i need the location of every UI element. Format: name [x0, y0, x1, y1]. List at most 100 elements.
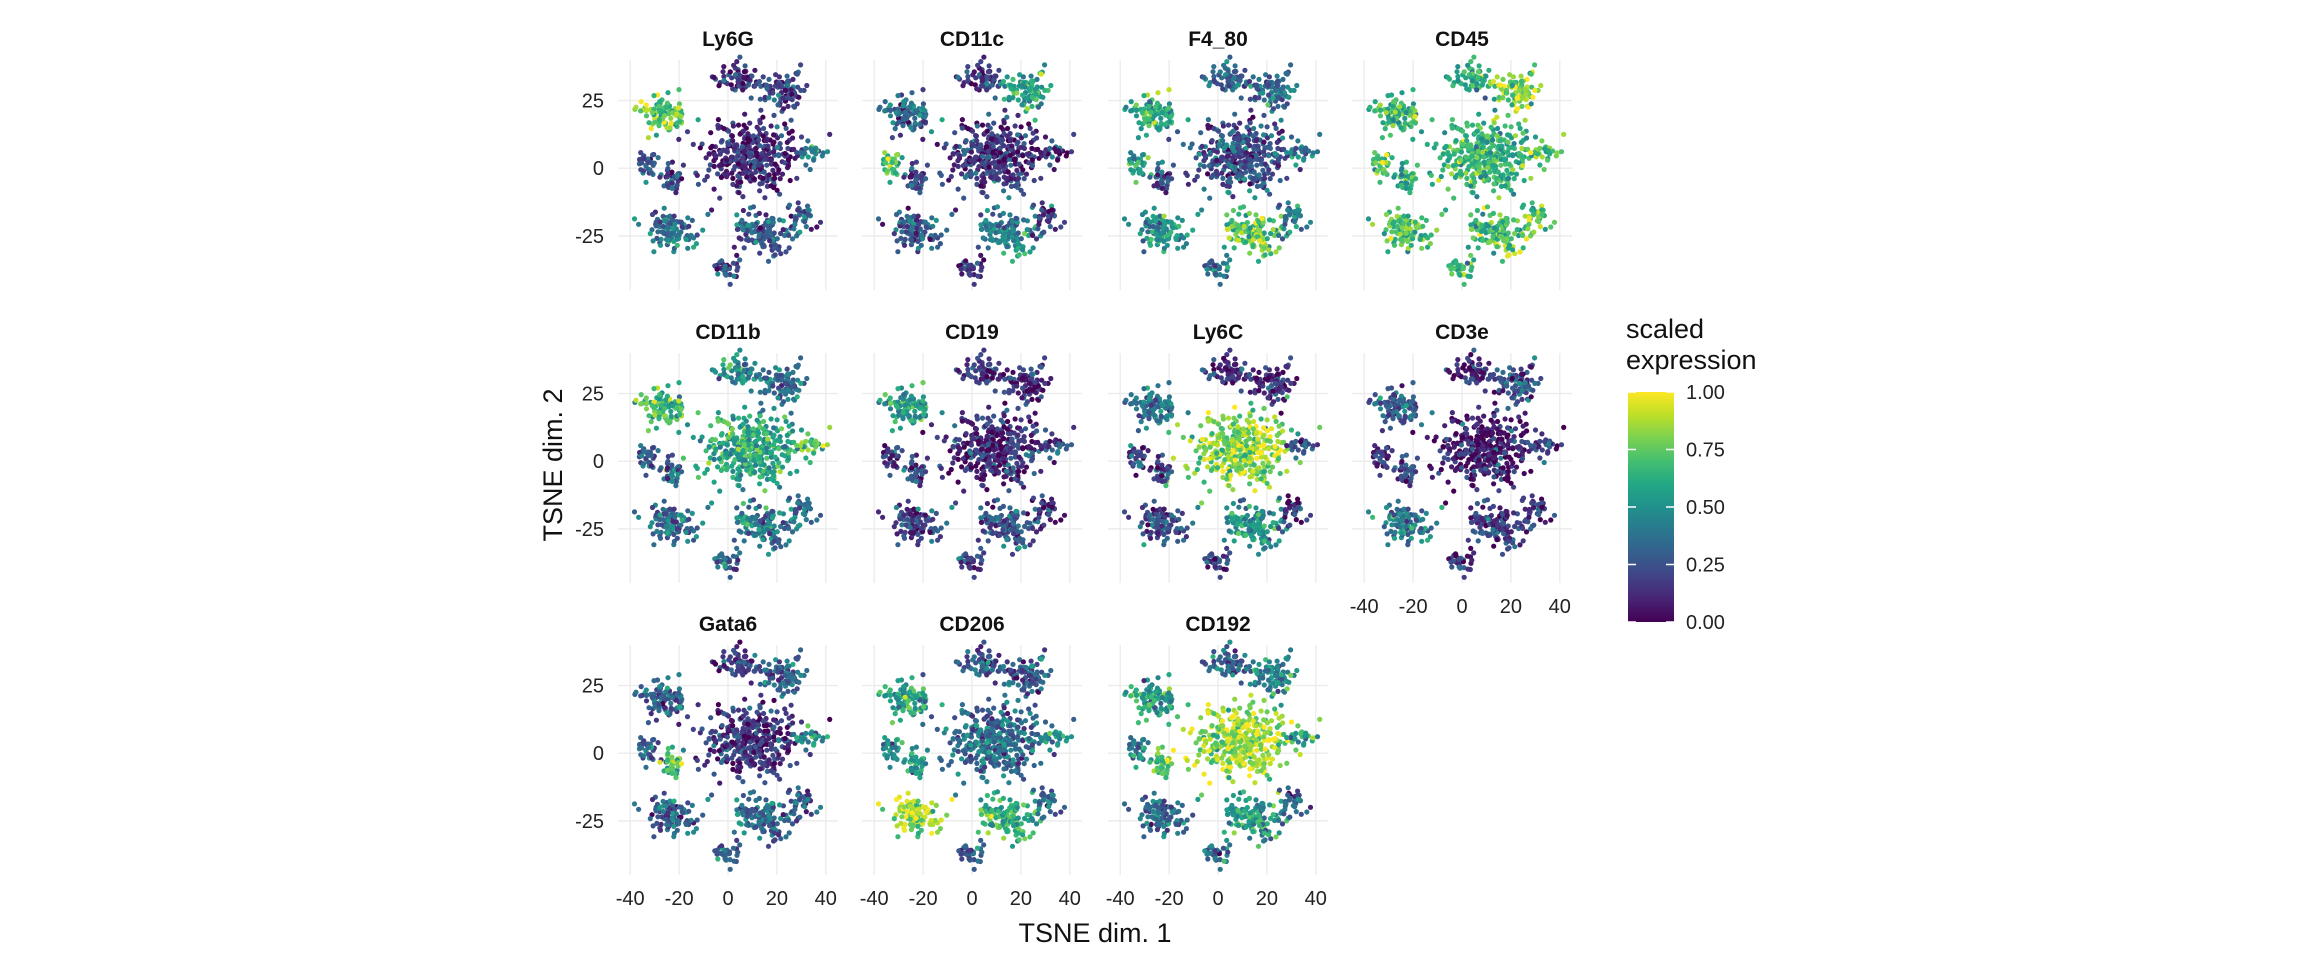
data-point — [955, 367, 961, 373]
data-point — [1375, 168, 1381, 174]
data-point — [986, 111, 992, 117]
data-point — [643, 179, 649, 185]
data-point — [745, 429, 751, 435]
data-point — [1487, 150, 1494, 156]
data-point — [1510, 167, 1516, 173]
panel-cd11b: CD11b — [618, 321, 838, 583]
data-point — [747, 154, 753, 160]
data-point — [1508, 144, 1514, 150]
data-point — [780, 106, 787, 112]
data-point — [1049, 211, 1055, 217]
data-point — [749, 73, 755, 79]
data-point — [955, 186, 961, 192]
data-point — [1502, 183, 1508, 189]
data-point — [1231, 245, 1237, 251]
data-point — [1516, 121, 1522, 127]
data-point — [721, 77, 727, 84]
data-point — [1000, 210, 1007, 216]
data-point — [984, 154, 990, 161]
data-point — [707, 162, 713, 168]
data-point — [797, 522, 803, 528]
data-point — [900, 117, 906, 123]
data-point — [1001, 389, 1007, 395]
data-point — [751, 223, 757, 229]
data-point — [895, 93, 901, 99]
data-point — [654, 235, 660, 241]
data-point — [1135, 135, 1141, 141]
data-point — [997, 239, 1003, 245]
data-point — [1032, 117, 1038, 123]
data-point — [1041, 211, 1047, 217]
data-point — [763, 138, 770, 144]
data-point — [784, 139, 790, 145]
data-point — [774, 437, 780, 443]
data-point — [920, 87, 926, 93]
data-point — [1214, 172, 1221, 178]
data-point — [678, 219, 684, 225]
data-point — [1247, 162, 1253, 168]
data-point — [1483, 73, 1489, 79]
data-point — [713, 153, 719, 159]
data-point — [1133, 102, 1139, 108]
data-point — [1266, 74, 1272, 80]
data-point — [656, 396, 662, 402]
data-point — [748, 173, 755, 179]
data-point — [1174, 129, 1181, 135]
data-point — [971, 362, 977, 368]
data-point — [988, 174, 994, 180]
data-point — [741, 245, 747, 251]
data-point — [706, 444, 712, 450]
data-point — [1247, 181, 1253, 187]
data-point — [735, 454, 741, 460]
data-point — [788, 213, 794, 219]
data-point — [978, 212, 984, 218]
data-point — [1211, 126, 1217, 132]
data-point — [986, 356, 992, 362]
data-point — [1510, 92, 1516, 98]
data-point — [1526, 215, 1532, 221]
data-point — [1234, 174, 1240, 180]
data-point — [928, 129, 935, 135]
data-point — [908, 125, 914, 131]
data-point — [742, 457, 748, 463]
data-point — [1469, 78, 1476, 84]
data-point — [721, 73, 727, 80]
data-point — [1153, 218, 1159, 224]
data-point — [1494, 133, 1500, 139]
data-point — [1391, 99, 1397, 105]
data-point — [649, 504, 656, 511]
data-point — [1285, 200, 1291, 206]
data-point — [1517, 249, 1523, 255]
data-point — [1038, 150, 1044, 156]
data-point — [1140, 238, 1146, 244]
data-point — [1243, 239, 1249, 245]
data-point — [742, 404, 748, 410]
data-point — [1484, 204, 1491, 210]
data-point — [909, 165, 915, 172]
data-point — [1168, 219, 1174, 225]
data-point — [1250, 114, 1256, 120]
data-point — [1412, 113, 1418, 119]
data-point — [647, 231, 653, 237]
data-point — [1274, 139, 1280, 145]
data-point — [726, 141, 732, 147]
data-point — [1365, 216, 1372, 222]
data-point — [673, 483, 679, 489]
data-point — [1551, 219, 1558, 225]
data-point — [1128, 108, 1134, 114]
data-point — [1499, 143, 1505, 149]
data-point — [966, 271, 972, 277]
data-point — [729, 154, 735, 160]
data-point — [1020, 153, 1026, 159]
data-point — [794, 443, 800, 449]
data-point — [1138, 126, 1144, 132]
data-point — [794, 101, 800, 107]
data-point — [1013, 215, 1019, 221]
data-point — [901, 99, 907, 105]
data-point — [757, 188, 763, 194]
data-point — [1146, 103, 1152, 109]
data-point — [990, 144, 996, 150]
panel-cd45: CD45 — [1352, 28, 1572, 290]
data-point — [727, 69, 733, 75]
